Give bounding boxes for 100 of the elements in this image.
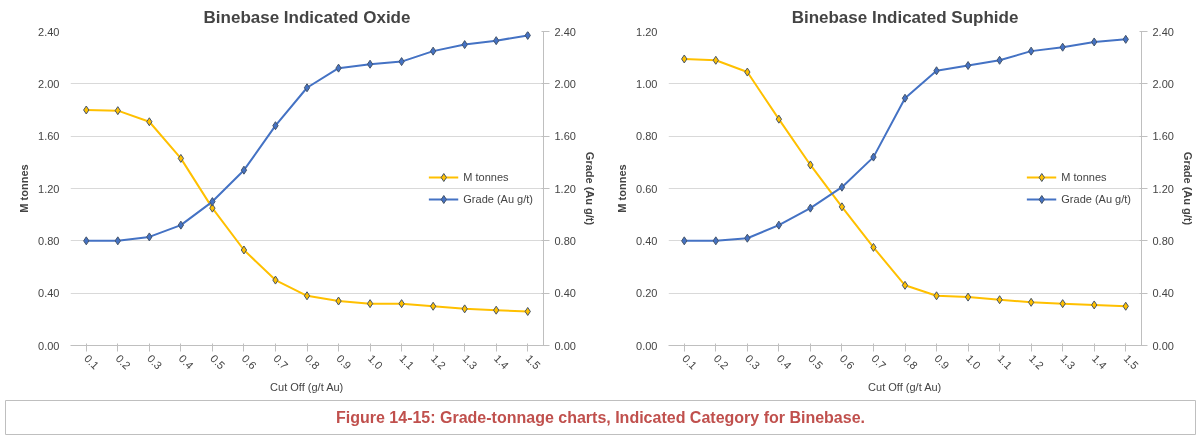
x-tick-label: 0.3 (743, 352, 763, 372)
legend-label: Grade (Au g/t) (1061, 193, 1131, 205)
y2-tick-label: 0.40 (1152, 287, 1174, 300)
y-tick-label: 1.20 (38, 182, 60, 195)
point (964, 61, 972, 71)
point (146, 117, 153, 127)
point (398, 57, 405, 67)
y-tick-label: 0.00 (38, 339, 60, 352)
point (1059, 299, 1066, 309)
y2-tick-label: 1.20 (554, 182, 576, 195)
point (177, 153, 185, 163)
x-tick-label: 1.0 (365, 352, 386, 372)
point (114, 106, 121, 116)
x-tick-label: 1.5 (523, 352, 543, 372)
x-tick-label: 0.5 (208, 352, 228, 372)
point (335, 296, 342, 306)
x-tick-label: 0.9 (334, 352, 354, 372)
x-tick-label: 0.9 (932, 352, 952, 372)
point (429, 301, 437, 311)
point (272, 121, 279, 131)
y2-axis-title: Grade (Au g/t) (583, 151, 596, 226)
x-axis-title: Cut Off (g/t Au) (270, 380, 344, 393)
x-tick-label: 1.3 (1058, 352, 1078, 372)
point (838, 202, 846, 212)
x-tick-label: 1.3 (460, 352, 480, 372)
y-tick-label: 0.80 (38, 234, 60, 247)
point (303, 83, 311, 93)
point (177, 220, 185, 230)
x-tick-label: 1.5 (1121, 352, 1141, 372)
point (398, 299, 405, 309)
x-tick-label: 0.7 (869, 352, 889, 372)
x-tick-label: 1.1 (397, 352, 417, 372)
x-tick-label: 1.1 (995, 352, 1015, 372)
point (933, 66, 940, 76)
y-tick-label: 0.40 (636, 234, 658, 247)
point (240, 245, 248, 255)
point (1122, 34, 1129, 44)
point (807, 160, 814, 170)
point (681, 236, 688, 246)
x-tick-label: 0.4 (176, 352, 196, 372)
x-tick-label: 0.6 (837, 352, 857, 372)
point (209, 197, 216, 207)
y2-tick-label: 2.00 (554, 77, 576, 90)
point (712, 55, 719, 65)
y2-tick-label: 2.00 (1152, 77, 1174, 90)
point (964, 292, 972, 302)
y-tick-label: 0.80 (636, 130, 658, 143)
chart-title: Binebase Indicated Suphide (791, 7, 1019, 27)
point (429, 46, 437, 56)
x-tick-label: 0.2 (711, 352, 731, 372)
legend-label: M tonnes (463, 171, 509, 183)
point (146, 232, 153, 242)
y2-tick-label: 2.40 (1152, 25, 1174, 38)
legend-label: M tonnes (1061, 171, 1107, 183)
point (493, 305, 500, 315)
y-tick-label: 2.40 (38, 25, 60, 38)
y2-tick-label: 2.40 (554, 25, 576, 38)
x-tick-label: 0.5 (806, 352, 826, 372)
point (996, 295, 1003, 305)
y-tick-label: 0.60 (636, 182, 658, 195)
point (775, 220, 783, 230)
point (1091, 300, 1098, 310)
point (807, 203, 814, 213)
point (366, 59, 374, 69)
y-tick-label: 0.40 (38, 287, 60, 300)
point (1091, 37, 1098, 47)
y-axis-title: M tonnes (18, 164, 31, 213)
point (272, 275, 279, 285)
point (1027, 297, 1035, 307)
x-tick-label: 1.4 (491, 352, 512, 372)
point (524, 306, 531, 316)
x-axis-title: Cut Off (g/t Au) (868, 380, 942, 393)
point (240, 165, 248, 175)
y2-tick-label: 0.80 (1152, 234, 1174, 247)
y-tick-label: 2.00 (38, 77, 60, 90)
point (775, 114, 783, 124)
point (1059, 42, 1066, 52)
x-tick-label: 0.6 (239, 352, 259, 372)
point (870, 242, 877, 252)
x-tick-label: 0.1 (82, 352, 102, 372)
point (303, 291, 311, 301)
point (83, 105, 90, 115)
x-tick-label: 0.3 (145, 352, 165, 372)
point (461, 40, 468, 50)
point (524, 31, 531, 40)
point (712, 236, 719, 246)
y-axis-title: M tonnes (616, 164, 629, 213)
point (901, 93, 909, 103)
point (933, 291, 940, 301)
y-tick-label: 0.00 (636, 339, 658, 352)
y2-tick-label: 0.00 (1152, 339, 1174, 352)
legend-label: Grade (Au g/t) (463, 193, 533, 205)
y2-tick-label: 1.60 (554, 130, 576, 143)
y2-tick-label: 0.80 (554, 234, 576, 247)
point (744, 67, 751, 77)
x-tick-label: 1.2 (428, 352, 449, 372)
chart-title: Binebase Indicated Oxide (203, 7, 411, 27)
y2-tick-label: 1.60 (1152, 130, 1174, 143)
y-tick-label: 0.20 (636, 287, 658, 300)
point (335, 63, 342, 73)
